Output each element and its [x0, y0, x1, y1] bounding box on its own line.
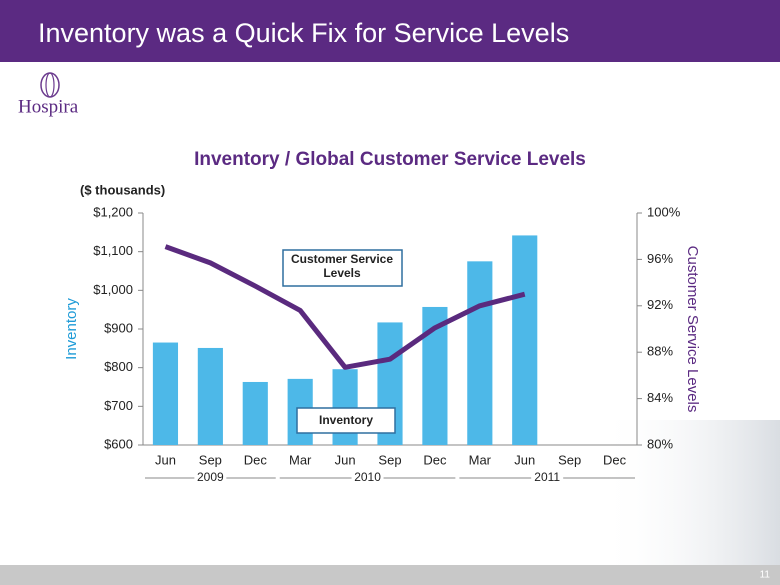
- year-label: 2010: [354, 470, 381, 484]
- year-label: 2009: [197, 470, 224, 484]
- x-tick-label: Sep: [199, 452, 222, 467]
- background-photo: [600, 420, 780, 565]
- x-tick-label: Dec: [244, 452, 268, 467]
- annotation-line: Levels: [323, 266, 361, 280]
- y2-tick-label: 92%: [647, 297, 673, 312]
- annotation-line: Customer Service: [291, 252, 393, 266]
- line: [164, 244, 526, 370]
- logo-text: Hospira: [18, 96, 79, 117]
- x-tick-label: Sep: [558, 452, 581, 467]
- x-tick-label: Dec: [603, 452, 627, 467]
- x-tick-label: Jun: [155, 452, 176, 467]
- y2-tick-label: 100%: [647, 204, 681, 219]
- annotation-csl-text: Customer Service Levels: [291, 252, 393, 280]
- y-tick-label: $1,200: [93, 204, 133, 219]
- x-tick-label: Mar: [469, 452, 492, 467]
- x-tick-label: Sep: [378, 452, 401, 467]
- annotation-csl: Customer Service Levels: [282, 249, 403, 287]
- logo: Hospira: [18, 72, 79, 117]
- y-tick-label: $700: [104, 398, 133, 413]
- y-tick-label: $600: [104, 436, 133, 451]
- y-tick-label: $1,100: [93, 243, 133, 258]
- header-band: [0, 0, 780, 62]
- y2-tick-label: 80%: [647, 436, 673, 451]
- x-tick-label: Jun: [335, 452, 356, 467]
- bar: [242, 381, 268, 445]
- x-tick-label: Mar: [289, 452, 312, 467]
- footer-band: [0, 565, 780, 585]
- bar: [152, 342, 179, 445]
- y2-tick-label: 88%: [647, 344, 673, 359]
- y2-tick-label: 84%: [647, 390, 673, 405]
- plot: $600 $700 $800 $900 $1,000 $1,100 $1,200 80% 84%…: [93, 204, 680, 484]
- y-tick-label: $900: [104, 320, 133, 335]
- bar: [467, 261, 493, 445]
- header-title: Inventory was a Quick Fix for Service Le…: [38, 18, 569, 48]
- bar: [512, 235, 538, 445]
- y-tick-label: $1,000: [93, 282, 133, 297]
- x-tick-label: Dec: [423, 452, 447, 467]
- x-tick-label: Jun: [514, 452, 535, 467]
- annotation-inventory: Inventory: [296, 407, 396, 434]
- y-tick-label: $800: [104, 359, 133, 374]
- chart-title: Inventory / Global Customer Service Leve…: [194, 149, 586, 170]
- y2-tick-label: 96%: [647, 251, 673, 266]
- year-label: 2011: [534, 470, 560, 484]
- bar: [197, 347, 223, 445]
- annotation-inventory-text: Inventory: [319, 413, 373, 427]
- y2-axis-label: Customer Service Levels: [684, 246, 701, 413]
- page-number: 11: [760, 570, 771, 581]
- y-axis-label: Inventory: [63, 298, 80, 360]
- y-units: ($ thousands): [80, 182, 165, 197]
